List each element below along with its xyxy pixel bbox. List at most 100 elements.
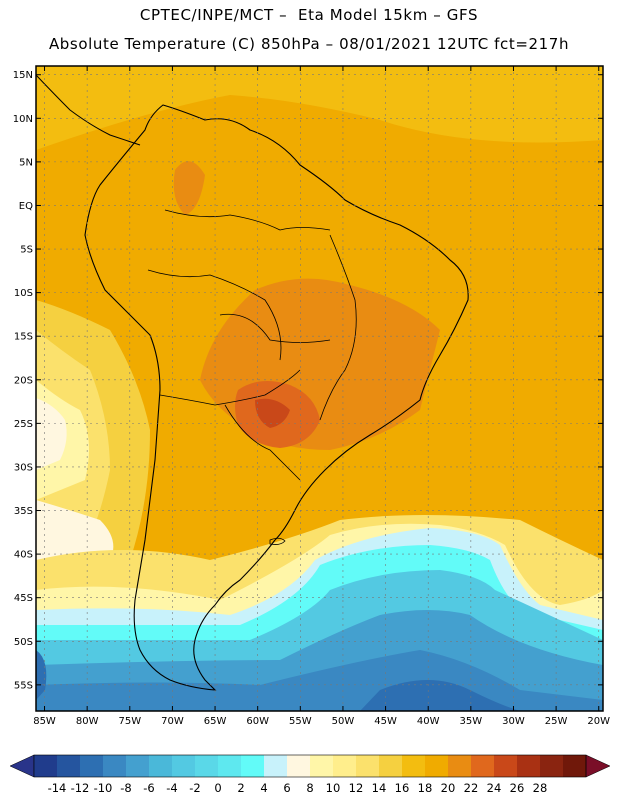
colorbar-label: -2 xyxy=(189,781,200,795)
colorbar-label: -8 xyxy=(120,781,131,795)
lat-tick-label: 40S xyxy=(14,550,33,561)
colorbar-label: -12 xyxy=(71,781,90,795)
border-bolivia-paraguay xyxy=(159,369,301,406)
map-title-line2: Absolute Temperature (C) 850hPa – 08/01/… xyxy=(48,35,570,53)
colorbar-swatch xyxy=(172,755,196,777)
colorbar-label: 24 xyxy=(487,781,502,795)
field-neg8-neg6-south xyxy=(360,680,520,711)
colorbar-swatch xyxy=(310,755,334,777)
field-16-18-north xyxy=(36,66,603,150)
temperature-field xyxy=(36,66,603,711)
colorbar-label: 10 xyxy=(326,781,341,795)
colorbar-swatch xyxy=(425,755,449,777)
lat-tick-label: 5N xyxy=(19,157,33,168)
lat-tick-label: 10N xyxy=(13,114,33,125)
colorbar-label: 4 xyxy=(260,781,267,795)
lat-tick-label: 45S xyxy=(14,593,33,604)
colorbar-swatch xyxy=(80,755,104,777)
temperature-colorbar: -14 -12 -10 -8 -6 -4 -2 0 2 4 6 8 10 12 14 16 18 20 22 24 26… xyxy=(9,754,611,795)
colorbar-under-arrow xyxy=(9,754,35,778)
colorbar-swatch xyxy=(287,755,311,777)
lon-tick-label: 65W xyxy=(204,716,227,727)
field-24-26-core xyxy=(255,398,290,428)
lon-tick-label: 60W xyxy=(246,716,269,727)
longitude-axis: 85W 80W 75W 70W 65W 60W 55W 50W 45W 40W 35W 30W 25W 2… xyxy=(33,66,610,727)
border-brazil-states xyxy=(319,234,357,421)
colorbar-swatch xyxy=(264,755,288,777)
colorbar-swatch xyxy=(218,755,242,777)
lon-tick-label: 50W xyxy=(332,716,355,727)
colorbar-label: -6 xyxy=(143,781,154,795)
colorbar-swatch xyxy=(356,755,380,777)
lat-tick-label: 30S xyxy=(14,462,33,473)
colorbar-swatch xyxy=(517,755,541,777)
colorbar-label: 6 xyxy=(283,781,290,795)
lon-tick-label: 55W xyxy=(289,716,312,727)
lat-tick-label: 55S xyxy=(14,680,33,691)
colorbar-swatch xyxy=(195,755,219,777)
lat-tick-label: 50S xyxy=(14,637,33,648)
colorbar-swatch xyxy=(379,755,403,777)
colorbar-label: 12 xyxy=(349,781,364,795)
map-title-line1: CPTEC/INPE/MCT – Eta Model 15km – GFS xyxy=(139,6,479,24)
lon-tick-label: 75W xyxy=(118,716,141,727)
colorbar-label: 18 xyxy=(418,781,433,795)
falkland-islands xyxy=(269,537,286,545)
colorbar-swatch xyxy=(448,755,472,777)
colorbar-swatch xyxy=(563,755,587,777)
colorbar-swatch xyxy=(402,755,426,777)
field-20-22-andes-north xyxy=(173,161,205,215)
colorbar-over-arrow xyxy=(585,754,611,778)
lat-tick-label: 5S xyxy=(20,245,33,256)
colorbar-label: 22 xyxy=(464,781,479,795)
colorbar-swatch xyxy=(57,755,81,777)
colorbar-label: 16 xyxy=(395,781,410,795)
field-neg8-neg6-west xyxy=(36,650,47,700)
graticule xyxy=(36,66,603,711)
border-north xyxy=(164,209,331,231)
lat-tick-label: 15S xyxy=(14,332,33,343)
lon-tick-label: 85W xyxy=(33,716,56,727)
colorbar-swatch xyxy=(471,755,495,777)
border-peru-bolivia xyxy=(147,269,282,361)
border-argentina-uruguay xyxy=(224,404,301,481)
colorbar-swatch xyxy=(540,755,564,777)
lat-tick-label: 10S xyxy=(14,288,33,299)
border-brazil-center xyxy=(219,313,331,343)
colorbar-label: -14 xyxy=(48,781,67,795)
lon-tick-label: 30W xyxy=(502,716,525,727)
lon-tick-label: 80W xyxy=(76,716,99,727)
continent-outline xyxy=(84,104,469,691)
colorbar-label: 0 xyxy=(214,781,221,795)
colorbar-swatch xyxy=(149,755,173,777)
lon-tick-label: 40W xyxy=(417,716,440,727)
colorbar-label: 20 xyxy=(441,781,456,795)
colorbar-swatch xyxy=(103,755,127,777)
latitude-axis: 15N 10N 5N EQ 5S 10S 15S 20S 25S 30S 35S 40S 45S 50S 5… xyxy=(13,70,603,691)
lat-tick-label: 25S xyxy=(14,419,33,430)
lat-tick-label: 20S xyxy=(14,375,33,386)
lat-tick-label: EQ xyxy=(19,201,33,212)
central-america-outline xyxy=(36,74,141,146)
field-8-10-pacific-south xyxy=(36,500,114,565)
colorbar-label: 14 xyxy=(372,781,387,795)
colorbar-swatch xyxy=(126,755,150,777)
field-8-10-pacific xyxy=(36,398,67,470)
colorbar-label: 26 xyxy=(510,781,525,795)
colorbar-label: -10 xyxy=(94,781,113,795)
colorbar-label: 8 xyxy=(306,781,313,795)
lon-tick-label: 20W xyxy=(587,716,610,727)
colorbar-swatch xyxy=(34,755,58,777)
lon-tick-label: 45W xyxy=(374,716,397,727)
lat-tick-label: 15N xyxy=(13,70,33,81)
colorbar-label: -4 xyxy=(166,781,177,795)
lon-tick-label: 25W xyxy=(545,716,568,727)
lat-tick-label: 35S xyxy=(14,506,33,517)
plot-frame xyxy=(35,65,604,712)
colorbar-label: 2 xyxy=(237,781,244,795)
colorbar-swatch xyxy=(333,755,357,777)
colorbar-swatch xyxy=(241,755,265,777)
colorbar-label: 28 xyxy=(533,781,548,795)
lon-tick-label: 35W xyxy=(460,716,483,727)
